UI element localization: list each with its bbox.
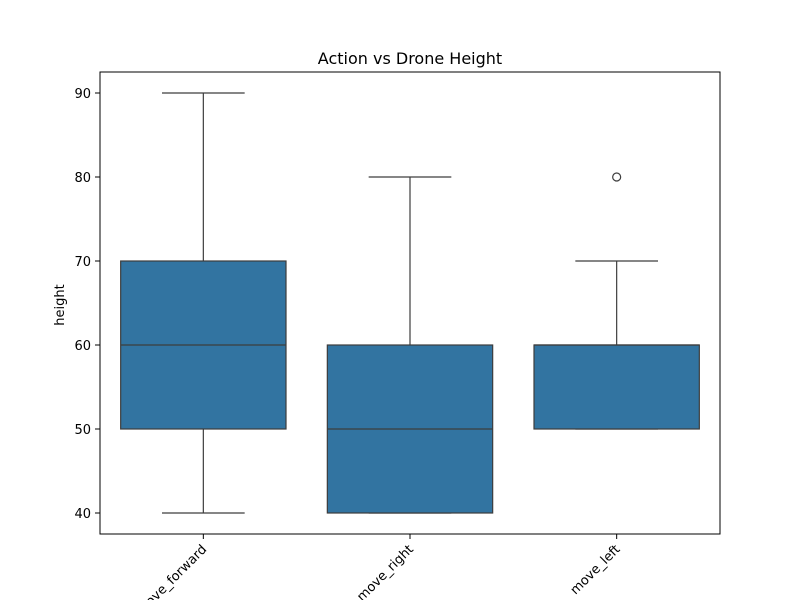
box-group-move_left (533, 172, 700, 430)
y-tick-label: 90 (74, 87, 91, 102)
y-tick-label: 80 (74, 171, 91, 186)
y-axis: 40 50 60 70 80 90 (74, 87, 100, 522)
x-tick-label: move_right (354, 542, 416, 600)
outlier-point (612, 172, 622, 182)
y-tick-label: 60 (74, 339, 91, 354)
plot-area (120, 92, 700, 514)
x-axis: move_forward move_right move_left (134, 534, 623, 600)
y-tick-label: 40 (74, 507, 91, 522)
y-tick-label: 50 (74, 423, 91, 438)
x-tick-label: move_left (568, 542, 624, 598)
y-axis-label: height (53, 284, 68, 325)
y-tick-label: 70 (74, 255, 91, 270)
x-tick-label: move_forward (134, 542, 210, 600)
box-group-move_right (326, 176, 494, 514)
box-group-move_forward (120, 92, 287, 514)
box (533, 344, 700, 430)
chart-title: Action vs Drone Height (318, 49, 502, 68)
